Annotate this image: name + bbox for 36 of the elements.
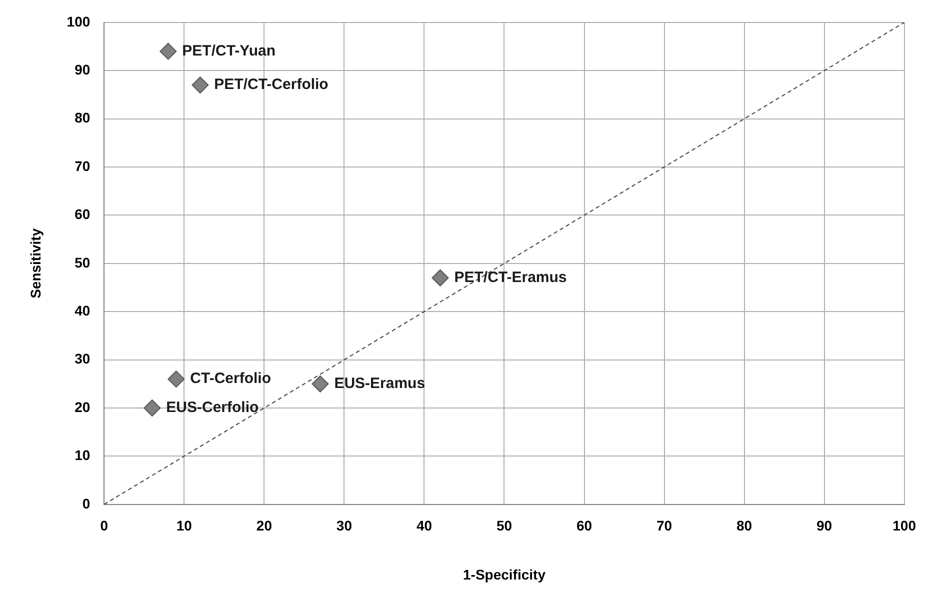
x-tick-label: 10 [176,518,192,534]
y-tick-label: 60 [74,206,90,222]
annotation: PET/CT-Yuan [182,42,276,60]
y-tick-label: 0 [82,495,90,512]
y-axis-title: Sensitivity [27,228,44,298]
y-tick-label: 90 [74,61,90,78]
x-tick-label: 90 [816,518,832,534]
x-tick-label: 50 [496,518,512,534]
point [160,42,177,60]
annotation: CT-Cerfolio [190,370,272,388]
y-tick-label: 80 [74,110,90,126]
x-tick-label: 0 [100,518,108,534]
point [144,400,161,416]
y-tick-label: 70 [74,158,90,174]
x-tick-label: 60 [576,518,592,534]
point [312,375,329,392]
y-tick-label: 100 [66,13,90,30]
annotation: EUS-Eramus [334,375,426,392]
x-tick-label: 70 [656,518,672,534]
y-tick-label: 30 [74,350,90,367]
y-tick-label: 50 [74,254,90,270]
y-tick-label: 10 [74,447,90,464]
point [432,269,449,286]
point [192,76,209,94]
y-tick-label: 20 [74,398,90,415]
x-tick-label: 100 [892,518,916,534]
x-tick-label: 40 [416,518,432,534]
y-tick-label: 40 [74,302,90,318]
annotation: EUS-Cerfolio [166,399,259,416]
annotation: PET/CT-Eramus [454,269,567,286]
x-tick-label: 20 [256,518,272,534]
x-tick-label: 30 [336,518,352,534]
x-tick-label: 80 [736,518,752,534]
x-axis-title: 1-Specificity [462,566,546,582]
point [168,370,185,388]
annotation: PET/CT-Cerfolio [214,76,328,94]
